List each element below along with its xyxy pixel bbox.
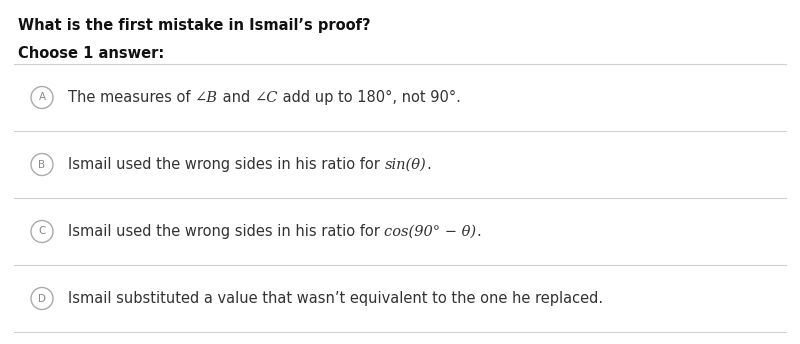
Text: Ismail substituted a value that wasn’t equivalent to the one he replaced.: Ismail substituted a value that wasn’t e… (68, 291, 603, 306)
Text: Choose 1 answer:: Choose 1 answer: (18, 46, 164, 61)
Text: ∠C: ∠C (255, 90, 278, 105)
Text: Ismail used the wrong sides in his ratio for: Ismail used the wrong sides in his ratio… (68, 224, 385, 239)
Text: Ismail used the wrong sides in his ratio for: Ismail used the wrong sides in his ratio… (68, 157, 385, 172)
Text: add up to 180°, not 90°.: add up to 180°, not 90°. (278, 90, 462, 105)
Text: The measures of: The measures of (68, 90, 195, 105)
Text: D: D (38, 293, 46, 303)
Text: B: B (38, 160, 46, 170)
Text: sin(θ): sin(θ) (385, 158, 426, 172)
Text: .: . (477, 224, 482, 239)
Text: What is the first mistake in Ismail’s proof?: What is the first mistake in Ismail’s pr… (18, 18, 370, 33)
Text: .: . (426, 157, 431, 172)
Text: A: A (38, 93, 46, 103)
Text: ∠B: ∠B (195, 90, 218, 105)
Text: C: C (38, 226, 46, 237)
Text: cos(90° − θ): cos(90° − θ) (385, 225, 477, 238)
Text: and: and (218, 90, 255, 105)
